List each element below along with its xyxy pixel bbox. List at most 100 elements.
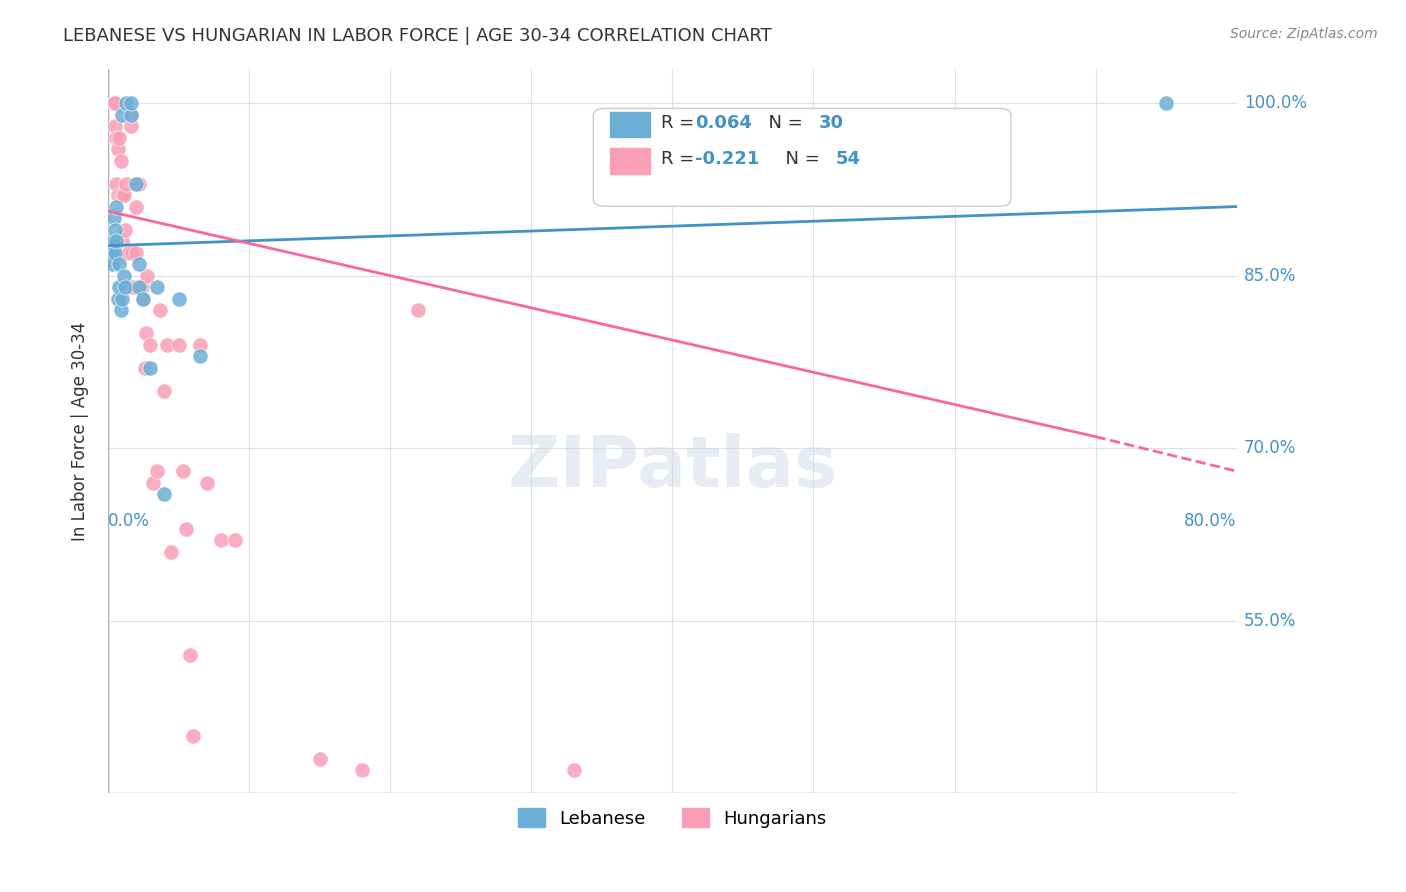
Lebanese [128,257,150,271]
Hungarians [107,142,129,156]
Lebanese [167,292,190,306]
Hungarians [139,337,162,351]
Lebanese [105,200,128,214]
Hungarians [111,188,134,202]
Text: Source: ZipAtlas.com: Source: ZipAtlas.com [1230,27,1378,41]
Hungarians [101,234,124,248]
Text: ZIPatlas: ZIPatlas [508,433,838,501]
Lebanese [107,292,129,306]
Lebanese [128,280,150,294]
Text: R =: R = [661,150,700,168]
Lebanese [114,280,136,294]
Text: 0.0%: 0.0% [108,512,150,530]
Lebanese [110,303,132,318]
Hungarians [108,245,131,260]
Lebanese [108,257,131,271]
Text: 100.0%: 100.0% [1244,94,1306,112]
Hungarians [103,96,125,111]
Text: 30: 30 [820,114,844,132]
Hungarians [174,522,197,536]
Hungarians [105,130,128,145]
Text: LEBANESE VS HUNGARIAN IN LABOR FORCE | AGE 30-34 CORRELATION CHART: LEBANESE VS HUNGARIAN IN LABOR FORCE | A… [63,27,772,45]
Hungarians [120,107,142,121]
Hungarians [135,326,157,340]
Hungarians [108,130,131,145]
Lebanese [132,292,155,306]
Hungarians [188,337,211,351]
Lebanese [103,211,125,225]
Lebanese [120,107,142,121]
Lebanese [103,234,125,248]
Lebanese [1154,96,1177,111]
Hungarians [134,360,156,375]
Hungarians [112,188,135,202]
Lebanese [188,349,211,363]
Hungarians [111,234,134,248]
Text: 54: 54 [837,150,860,168]
Text: N =: N = [773,150,825,168]
Hungarians [125,200,148,214]
Lebanese [112,268,135,283]
Text: 70.0%: 70.0% [1244,439,1296,458]
Hungarians [110,153,132,168]
Hungarians [121,245,143,260]
Lebanese [146,280,169,294]
Legend: Lebanese, Hungarians: Lebanese, Hungarians [510,801,834,835]
Hungarians [112,280,135,294]
Lebanese [104,245,127,260]
Hungarians [132,292,155,306]
Lebanese [101,257,124,271]
Hungarians [118,245,141,260]
Lebanese [115,96,138,111]
Hungarians [120,119,142,133]
Text: -0.221: -0.221 [695,150,759,168]
Hungarians [114,222,136,236]
Hungarians [224,533,246,548]
Hungarians [125,245,148,260]
Hungarians [167,337,190,351]
Hungarians [114,280,136,294]
Hungarians [115,177,138,191]
Hungarians [103,96,125,111]
Hungarians [149,303,172,318]
Hungarians [562,764,585,778]
Lebanese [105,234,128,248]
Hungarians [104,119,127,133]
Text: R =: R = [661,114,700,132]
Hungarians [179,648,201,663]
Lebanese [104,222,127,236]
Hungarians [105,177,128,191]
Hungarians [110,245,132,260]
Lebanese [101,245,124,260]
Hungarians [104,96,127,111]
Hungarians [136,268,159,283]
Text: 85.0%: 85.0% [1244,267,1296,285]
Hungarians [128,177,150,191]
Hungarians [156,337,179,351]
Y-axis label: In Labor Force | Age 30-34: In Labor Force | Age 30-34 [72,321,89,541]
Lebanese [108,280,131,294]
Hungarians [117,245,139,260]
Lebanese [125,177,148,191]
Hungarians [350,764,373,778]
Hungarians [195,475,218,490]
Lebanese [139,360,162,375]
Text: N =: N = [756,114,808,132]
Hungarians [107,188,129,202]
Bar [610,112,650,137]
Hungarians [153,384,176,398]
Text: 80.0%: 80.0% [1184,512,1237,530]
Hungarians [308,752,330,766]
Lebanese [111,107,134,121]
Hungarians [172,464,194,478]
FancyBboxPatch shape [593,109,1011,206]
Text: 0.064: 0.064 [695,114,752,132]
Lebanese [101,234,124,248]
Text: 55.0%: 55.0% [1244,612,1296,630]
Hungarians [146,464,169,478]
Hungarians [122,280,145,294]
Lebanese [111,292,134,306]
Bar [610,148,650,174]
Hungarians [160,545,183,559]
Hungarians [131,280,153,294]
